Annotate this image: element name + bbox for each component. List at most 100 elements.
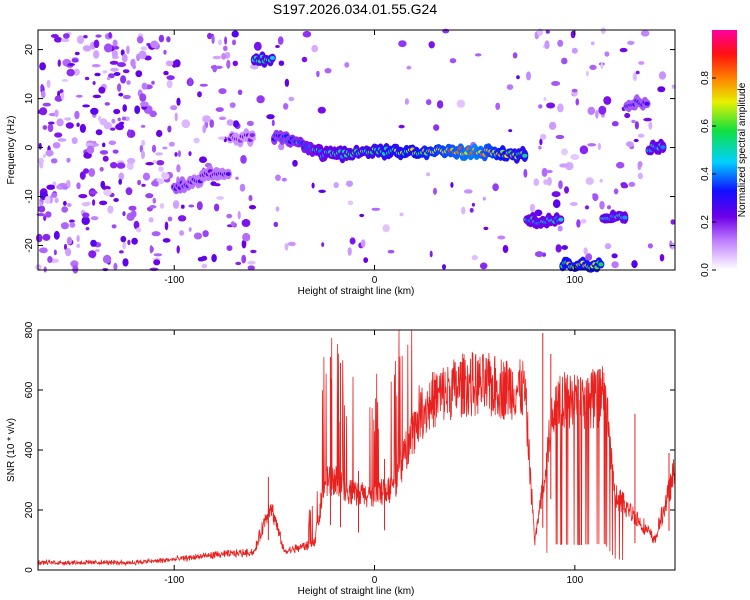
spectrogram-cell [40,84,44,91]
spectrogram-cell [224,36,228,45]
spectrogram-cell [76,122,80,128]
snr-series-line [37,329,676,567]
spectrogram-cell [74,110,80,120]
spectrogram-cell [122,258,129,267]
spectrogram-cell [151,144,157,153]
spectrogram-cell [76,94,83,98]
spectrogram-cell [648,121,653,130]
spectrogram-cell [281,177,287,182]
spectrogram-cell [587,143,597,147]
colorbar-tick-label: 0.4 [700,167,711,181]
spectrogram-cell [576,219,581,228]
figure-title: S197.2026.034.01.55.G24 [273,1,437,17]
snr-x-tick-label: 100 [566,575,583,586]
spectrogram-cell [634,121,640,130]
spectrogram-cell [128,205,137,211]
spectrogram-ridge-core [522,153,528,158]
spectrogram-cell [72,264,79,274]
spectrogram-cell [142,172,151,181]
spectrogram-cell [66,236,73,245]
spectrogram-y-label: Frequency (Hz) [6,116,17,185]
spectrogram-cell [544,40,550,50]
spectrogram-cell [658,71,667,80]
spectrogram-cell [71,137,78,145]
snr-y-tick-label: 800 [24,321,35,338]
spectrogram-cell [164,221,169,231]
colorbar-gradient [712,30,737,270]
spectrogram-cell [113,72,121,76]
spectrogram-cell [63,33,70,39]
spectrogram-cell [141,140,146,146]
spectrogram-cell [426,172,431,177]
spectrogram-cell [600,62,604,69]
spectrogram-cell [619,47,628,53]
spectrogram-cell [122,69,130,74]
spectrogram-cell [474,53,482,57]
spectrogram-cell [571,47,578,54]
spectrogram-cell [102,70,108,74]
spectrogram-cell [110,67,119,72]
spectrogram-cell [235,176,239,180]
spectrogram-cell [136,36,144,44]
spectrogram-cell [172,200,180,209]
spectrogram-cell [506,84,514,90]
spectrogram-cell [140,46,148,51]
spectrogram-cell [632,72,638,82]
spectrogram-cell [39,201,43,207]
spectrogram-cell [363,257,369,263]
spectrogram-cell [382,224,390,233]
spectrogram-cell [39,62,46,71]
spectrogram-cell [635,70,640,75]
spectrogram-cell [595,110,599,119]
spectrogram-ridge-core [269,56,275,60]
spectrogram-cell [202,124,207,134]
spectrogram-cell [611,261,619,269]
spectrogram-cell [333,182,339,189]
spectrogram-cell [461,206,466,215]
spectrogram-cell [111,50,118,58]
spectrogram-cell [79,171,86,180]
spectrogram-cell [176,245,180,254]
spectrogram-cell [637,172,644,180]
spectrogram-cell [133,220,140,230]
spectrogram-cell [324,68,332,74]
spectrogram-cell [61,206,69,213]
spectrogram-y-tick-label: 10 [24,93,35,105]
spectrogram-cell [555,134,565,140]
spectrogram-cell [561,245,568,250]
spectrogram-cell [580,218,587,224]
spectrogram-cell [134,105,141,114]
spectrogram-cell [151,231,161,237]
spectrogram-cell [450,182,454,188]
spectrogram-cell [163,49,167,55]
spectrogram-cell [628,181,636,187]
spectrogram-cell [587,106,596,115]
spectrogram-cell [117,83,122,92]
spectrogram-ridge-core [598,262,604,267]
spectrogram-cell [54,109,59,118]
spectrogram-cell [86,145,95,155]
spectrogram-cell [167,125,172,133]
spectrogram-cell [216,196,224,200]
spectrogram-cell [136,227,142,233]
spectrogram-cell [66,68,75,77]
spectrogram-cell [66,179,71,189]
spectrogram-cell [69,222,76,228]
spectrogram-cell [112,39,118,48]
spectrogram-cell [99,200,108,206]
spectrogram-cell [575,98,580,106]
colorbar-tick-label: 0.2 [700,215,711,229]
spectrogram-cell [287,241,296,247]
spectrogram-cell [647,243,654,249]
spectrogram-cell [51,192,58,198]
spectrogram-cell [84,76,90,81]
spectrogram-cell [99,150,109,155]
spectrogram-cell [166,79,173,89]
spectrogram-cell [226,245,233,252]
spectrogram-cell [545,30,550,34]
spectrogram-cell [119,250,124,254]
spectrogram-cell [93,50,100,59]
spectrogram-cell [92,199,96,206]
snr-y-tick-label: 0 [24,567,35,573]
spectrogram-cell [139,145,144,153]
